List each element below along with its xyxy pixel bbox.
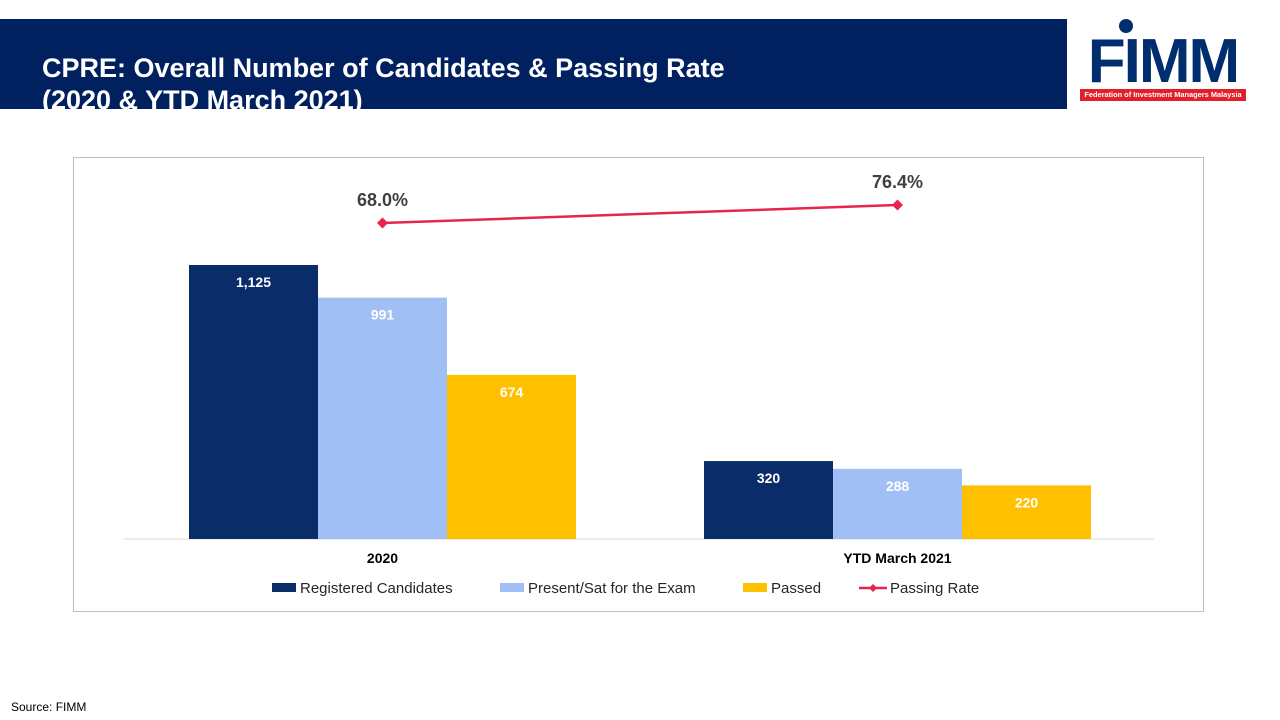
passing-rate-line bbox=[382, 203, 898, 225]
legend: Registered Candidates Present/Sat for the… bbox=[272, 580, 979, 597]
fimm-logo: FIMM Federation of Investment Managers M… bbox=[1078, 17, 1248, 103]
legend-marker bbox=[869, 584, 877, 592]
bar-value-label: 991 bbox=[371, 307, 395, 323]
bar-3-1 bbox=[447, 374, 576, 539]
bar-value-label: 220 bbox=[1015, 494, 1039, 510]
legend-label: Registered Candidates bbox=[300, 580, 453, 597]
passing-rate-marker bbox=[377, 217, 388, 229]
logo-tagline: Federation of Investment Managers Malays… bbox=[1080, 89, 1246, 101]
passing-rate-marker bbox=[892, 199, 903, 211]
bar-value-label: 674 bbox=[500, 384, 524, 400]
legend-label: Passed bbox=[771, 580, 821, 597]
legend-swatch bbox=[743, 583, 767, 592]
page-title-line-1: CPRE: Overall Number of Candidates & Pas… bbox=[42, 53, 725, 83]
bar-3-2 bbox=[962, 485, 1091, 539]
logo-text: FIMM bbox=[1087, 27, 1240, 96]
passing-rate-label: 76.4% bbox=[872, 172, 923, 192]
bar-value-label: 1,125 bbox=[236, 274, 271, 290]
passing-rate-layer: 68.0% 76.4% bbox=[357, 172, 923, 229]
bar-2-1 bbox=[318, 297, 447, 539]
bar-1-1 bbox=[189, 265, 318, 539]
legend-swatch bbox=[272, 583, 296, 592]
bar-1-2 bbox=[704, 461, 833, 539]
source-note: Source: FIMM bbox=[11, 700, 87, 714]
legend-swatch bbox=[500, 583, 524, 592]
bar-value-label: 288 bbox=[886, 478, 910, 494]
bars-group bbox=[189, 265, 1091, 539]
chart-frame: 1,125 991 674 320 288 220 68.0% 76.4% 2020 YTD … bbox=[73, 157, 1204, 612]
chart: 1,125 991 674 320 288 220 68.0% 76.4% 2020 YTD … bbox=[124, 172, 1154, 597]
bar-2-2 bbox=[833, 468, 962, 539]
page-title-line-2: (2020 & YTD March 2021) bbox=[42, 85, 363, 115]
bar-value-label: 320 bbox=[757, 470, 781, 486]
category-label: 2020 bbox=[367, 550, 398, 566]
category-labels-group: 2020 YTD March 2021 bbox=[367, 550, 952, 566]
category-label: YTD March 2021 bbox=[843, 550, 951, 566]
passing-rate-label: 68.0% bbox=[357, 190, 408, 210]
legend-label: Present/Sat for the Exam bbox=[528, 580, 696, 597]
bar-labels-group: 1,125 991 674 320 288 220 bbox=[236, 274, 1038, 510]
legend-label: Passing Rate bbox=[890, 580, 979, 597]
logo-dot-icon bbox=[1119, 19, 1133, 33]
header-bar: CPRE: Overall Number of Candidates & Pas… bbox=[0, 19, 1067, 115]
